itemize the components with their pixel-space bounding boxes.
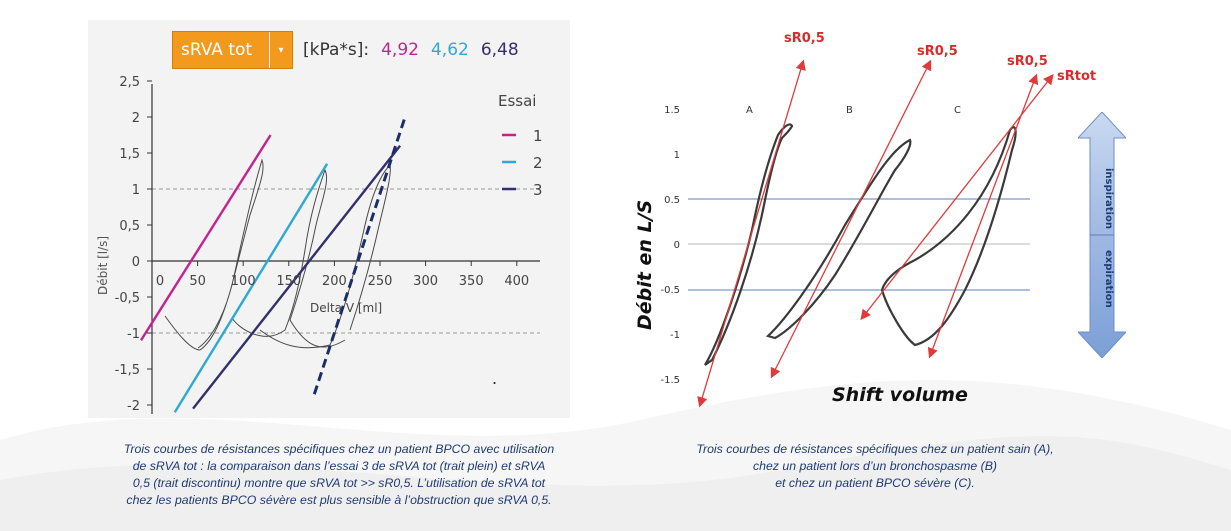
caption-left-line: Trois courbes de résistances spécifiques… [123,442,555,456]
right-y-axis-label: Débit en L/S [634,200,656,330]
unit-label: [kPa*s]: [303,40,370,60]
slope-c-sr05 [927,73,1039,359]
measurement-loop [259,163,391,349]
curve-label-b: B [846,105,853,116]
caption-right-line: Trois courbes de résistances spécifiques… [696,442,1054,456]
dropdown-label: sRVA tot [181,40,253,60]
left-x-axis-label: Delta V [ml] [310,301,382,315]
caption-left-line: de sRVA tot : la comparaison dans l’essa… [132,459,546,473]
caption-right: Trois courbes de résistances spécifiques… [655,441,1095,492]
chart-header: sRVA tot ▾ [kPa*s]: 4,92 4,62 6,48 [172,31,519,69]
y-tick-label: 1,5 [119,147,140,162]
x-tick-label: 250 [368,274,393,289]
chevron-down-icon[interactable]: ▾ [269,32,292,68]
expiration-label: expiration [1103,250,1114,308]
annotation-sr05-a: sR0,5 [784,31,825,46]
x-tick-label: 350 [459,274,484,289]
x-tick-label: 200 [322,274,347,289]
caption-right-line: et chez un patient BPCO sévère (C). [775,476,975,490]
right-y-tick-label: 1 [674,150,680,161]
inspiration-label: inspiration [1103,168,1114,229]
right-y-tick-label: -1 [670,330,680,341]
inspiration-expiration-arrow: inspiration expiration [1078,112,1126,358]
right-y-tick-label: 0 [674,240,680,251]
right-y-tick-label: 1.5 [664,105,680,116]
annotation-srtot: sRtot [1057,69,1096,84]
caption-right-line: chez un patient lors d’un bronchospasme … [752,459,998,473]
caption-left: Trois courbes de résistances spécifiques… [84,441,594,509]
legend-item-2: 2 [533,154,543,172]
measurement-loop [231,168,346,348]
y-tick-label: 2 [132,111,140,126]
value-essai-1: 4,92 [381,40,419,60]
y-tick-label: -1,5 [115,363,140,378]
x-tick-label: 400 [504,274,529,289]
legend-item-1: 1 [533,127,543,145]
annotation-sr05-c: sR0,5 [1007,54,1048,69]
srva05-dashed-line-essai-3 [312,115,407,395]
regression-line-essai-2 [173,163,329,413]
y-tick-label: -2 [127,399,140,414]
value-essai-3: 6,48 [480,40,519,60]
y-tick-label: 0 [132,255,140,270]
x-tick-label: 300 [413,274,438,289]
y-tick-label: 0,5 [119,219,140,234]
x-tick-label: 150 [276,274,301,289]
y-tick-label: 1 [132,183,140,198]
curve-label-c: C [954,105,961,116]
y-tick-label: -0,5 [115,291,140,306]
y-tick-label: 2,5 [119,75,140,90]
right-y-tick-label: -0.5 [660,285,680,296]
regression-line-essai-1 [140,134,272,341]
slope-c-srtot [860,73,1054,321]
x-tick-label: 100 [231,274,256,289]
caption-left-line: 0,5 (trait discontinu) montre que sRVA t… [132,476,546,490]
measurement-loop [164,158,264,351]
value-essai-2: 4,62 [430,40,469,60]
annotation-sr05-b: sR0,5 [917,44,958,59]
caption-left-line: chez les patients BPCO sévère est plus s… [126,493,552,507]
x-tick-label: 50 [189,274,206,289]
regression-line-essai-3 [192,145,402,410]
left-y-axis-label: Débit [l/s] [96,236,110,295]
curve-label-a: A [746,105,753,116]
legend-title: Essai [498,92,536,110]
right-y-tick-label: 0.5 [664,195,680,206]
stray-dot: . [492,369,497,388]
x-tick-label: 0 [156,274,164,289]
y-tick-label: -1 [127,327,140,342]
right-x-axis-label: Shift volume [832,384,968,406]
srva-dropdown[interactable]: sRVA tot ▾ [172,31,293,69]
right-y-tick-label: -1.5 [660,375,680,386]
legend-item-3: 3 [533,181,543,199]
